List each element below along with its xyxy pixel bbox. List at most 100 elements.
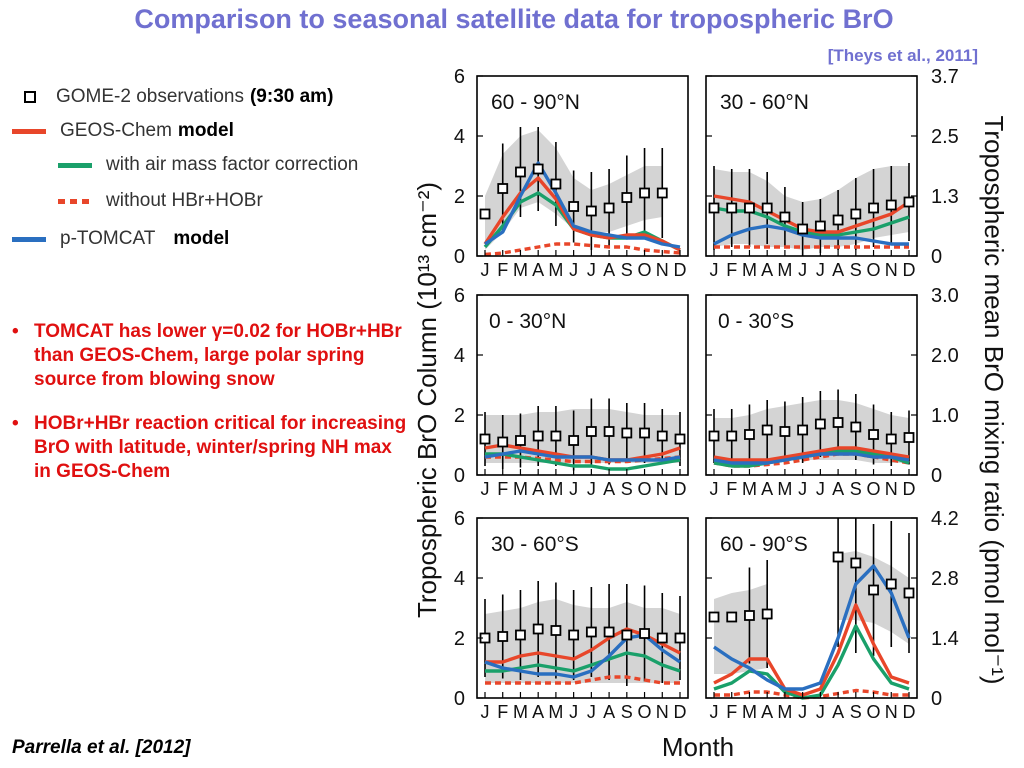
obs-point <box>708 202 720 214</box>
obs-point <box>585 205 597 217</box>
panel-label: 60 - 90°N <box>491 91 580 114</box>
x-tick-label: J <box>587 702 596 722</box>
x-tick-label: J <box>816 702 825 722</box>
x-tick-label: S <box>850 702 862 722</box>
obs-point <box>515 629 526 641</box>
obs-point <box>603 626 615 638</box>
legend-label: p-TOMCAT <box>60 228 156 249</box>
legend-label: without HBr+HOBr <box>106 190 263 211</box>
series-line-geos-chem <box>713 194 910 234</box>
obs-point <box>497 631 509 642</box>
series-line-geos-chem <box>713 603 910 697</box>
series-line-amf <box>713 624 910 700</box>
bullet-text: TOMCAT has lower γ=0.02 for HOBr+HBr tha… <box>34 321 402 390</box>
x-tick-label: O <box>867 260 881 280</box>
x-tick-label: O <box>867 702 881 722</box>
obs-point <box>497 183 509 194</box>
obs-point <box>603 426 615 437</box>
series-line-p-tomcat <box>713 224 909 246</box>
bullet-item: • HOBr+HBr reaction critical for increas… <box>12 412 407 484</box>
uncertainty-band <box>485 599 680 683</box>
x-tick-label: O <box>638 479 652 499</box>
x-tick-label: N <box>885 260 898 280</box>
x-tick-label: D <box>903 260 916 280</box>
x-tick-label: A <box>603 479 615 499</box>
obs-point <box>779 426 791 437</box>
x-tick-label: M <box>777 479 792 499</box>
y-axis-label-right: Tropospheric mean BrO mixing ratio (pmol… <box>979 115 1009 684</box>
x-tick-label: J <box>569 479 578 499</box>
x-tick-label: M <box>513 702 528 722</box>
x-tick-label: N <box>885 702 898 722</box>
x-tick-label: D <box>903 702 916 722</box>
legend-extra: (9:30 am) <box>249 86 334 107</box>
x-tick-label: N <box>656 702 669 722</box>
y-axis-label-left: Tropospheric BrO Column (10¹³ cm⁻²) <box>412 182 442 618</box>
obs-point <box>656 187 668 199</box>
panel-label: 30 - 60°S <box>491 533 579 556</box>
bullet-list: • TOMCAT has lower γ=0.02 for HOBr+HBr t… <box>12 320 407 504</box>
x-tick-label: D <box>674 260 687 280</box>
right-tick-label: 4.2 <box>931 508 959 530</box>
obs-point <box>532 623 544 635</box>
x-tick-label: A <box>603 260 615 280</box>
obs-point <box>621 192 633 203</box>
right-tick-label: 1.4 <box>931 628 959 650</box>
obs-point <box>744 429 755 440</box>
x-tick-label: F <box>726 260 737 280</box>
x-tick-label: S <box>850 260 862 280</box>
x-tick-label: J <box>710 702 719 722</box>
obs-point <box>726 202 738 214</box>
chart-panel-4: 0 - 30°SJ F M A M J J A S O N D3.02.01.00 <box>705 285 959 499</box>
series-line-p-tomcat <box>713 564 911 691</box>
solid-line-swatch-icon <box>58 162 92 168</box>
bullet-marker: • <box>12 413 19 434</box>
x-tick-label: M <box>548 702 563 722</box>
obs-point <box>797 223 809 235</box>
x-tick-label: M <box>548 260 563 280</box>
obs-point <box>868 584 879 596</box>
x-tick-label: A <box>761 260 773 280</box>
square-marker-icon <box>24 91 36 103</box>
x-tick-label: J <box>481 479 490 499</box>
obs-point <box>585 626 597 638</box>
x-tick-label: O <box>638 260 652 280</box>
obs-point <box>814 418 826 430</box>
obs-point <box>708 611 720 623</box>
obs-point <box>585 426 597 437</box>
legend-extra: model <box>177 120 234 141</box>
panel-frame <box>476 75 689 257</box>
right-tick-label: 0 <box>931 246 942 268</box>
series-line-amf <box>485 651 681 673</box>
x-tick-label: J <box>816 479 825 499</box>
obs-point <box>744 610 755 621</box>
x-tick-label: J <box>798 702 807 722</box>
x-tick-label: J <box>816 260 825 280</box>
obs-point <box>726 430 738 442</box>
obs-point <box>761 202 773 214</box>
legend-label: with air mass factor correction <box>106 154 359 175</box>
x-tick-label: A <box>532 479 544 499</box>
obs-point <box>868 202 879 214</box>
chart-panel-6: 60 - 90°SJ F M A M J J A S O N D4.22.81.40 <box>705 508 959 722</box>
panel-frame <box>476 517 689 699</box>
x-tick-label: J <box>569 260 578 280</box>
x-tick-label: F <box>726 702 737 722</box>
obs-point <box>814 220 826 232</box>
obs-point <box>550 178 562 190</box>
solid-line-swatch-icon <box>12 128 46 134</box>
series-line-p-tomcat <box>713 452 910 465</box>
obs-point <box>797 424 809 436</box>
series-line-p-tomcat <box>484 161 681 249</box>
obs-point <box>550 625 562 636</box>
obs-point <box>868 429 879 440</box>
y-tick-label: 0 <box>454 246 465 268</box>
series-line-geos-chem <box>483 176 681 252</box>
series-line-p-tomcat <box>484 449 681 462</box>
obs-point <box>885 199 897 211</box>
legend-extra: model <box>173 228 230 249</box>
x-tick-label: J <box>569 702 578 722</box>
legend-item-p-tomcat: p-TOMCAT model <box>12 226 229 252</box>
x-tick-label: S <box>621 260 633 280</box>
